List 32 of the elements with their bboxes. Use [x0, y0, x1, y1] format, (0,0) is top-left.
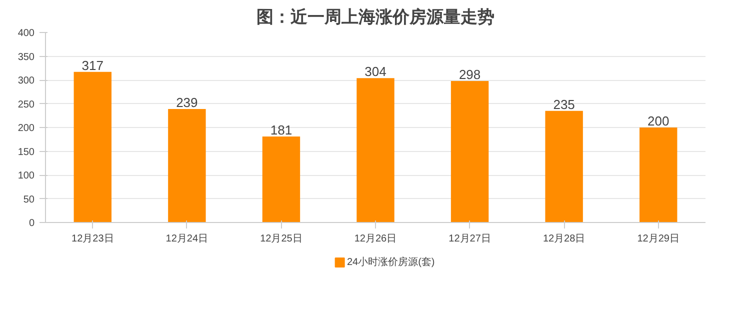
data-label: 317 — [82, 58, 104, 73]
x-tick-label: 12月29日 — [637, 234, 680, 244]
y-tick-label: 300 — [18, 76, 35, 86]
legend-label: 24小时涨价房源(套) — [346, 256, 435, 268]
bar — [640, 128, 678, 222]
y-tick-label: 0 — [28, 218, 35, 229]
data-label: 181 — [270, 122, 292, 138]
data-label: 200 — [648, 114, 670, 128]
y-tick-label: 350 — [18, 52, 35, 63]
x-tick-label: 12月27日 — [448, 234, 491, 244]
data-label: 304 — [364, 64, 386, 80]
y-tick-label: 200 — [18, 123, 35, 134]
chart-title: 图：近一周上海涨价房源量走势 — [256, 8, 494, 28]
x-tick-label: 12月24日 — [166, 234, 208, 244]
bar — [450, 80, 489, 222]
bar — [168, 108, 206, 222]
y-tick-label: 100 — [18, 170, 35, 182]
data-label: 235 — [553, 96, 575, 112]
x-tick-label: 12月23日 — [72, 234, 114, 244]
y-tick-label: 150 — [18, 146, 35, 158]
data-label: 298 — [458, 66, 481, 82]
bar — [545, 110, 583, 222]
x-tick-label: 12月28日 — [542, 234, 586, 244]
bar — [356, 78, 394, 222]
y-tick-label: 250 — [18, 99, 35, 110]
data-label: 239 — [176, 94, 198, 110]
x-tick-label: 12月26日 — [354, 234, 397, 244]
bar — [74, 72, 112, 222]
y-tick-label: 400 — [18, 28, 35, 39]
bar — [262, 136, 300, 222]
x-tick-label: 12月25日 — [260, 234, 302, 244]
y-tick-label: 50 — [23, 194, 35, 206]
